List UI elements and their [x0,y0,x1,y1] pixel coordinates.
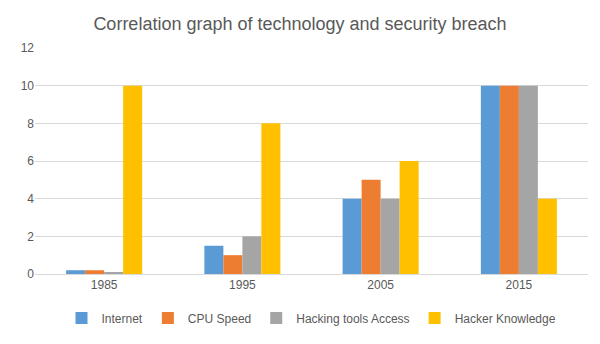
svg-text:10: 10 [21,79,35,93]
svg-text:4: 4 [27,192,34,206]
svg-text:12: 12 [21,41,35,55]
svg-text:6: 6 [27,154,34,168]
svg-text:Hacker Knowledge: Hacker Knowledge [455,312,556,326]
svg-text:Hacking tools Access: Hacking tools Access [296,312,409,326]
svg-text:8: 8 [27,117,34,131]
svg-text:2015: 2015 [506,278,533,292]
svg-text:Correlation graph of technolog: Correlation graph of technology and secu… [93,14,506,34]
svg-text:2: 2 [27,230,34,244]
svg-text:2005: 2005 [367,278,394,292]
svg-text:1995: 1995 [229,278,256,292]
svg-text:Internet: Internet [102,312,143,326]
svg-text:1985: 1985 [91,278,118,292]
svg-text:CPU Speed: CPU Speed [188,312,251,326]
svg-text:0: 0 [27,267,34,281]
